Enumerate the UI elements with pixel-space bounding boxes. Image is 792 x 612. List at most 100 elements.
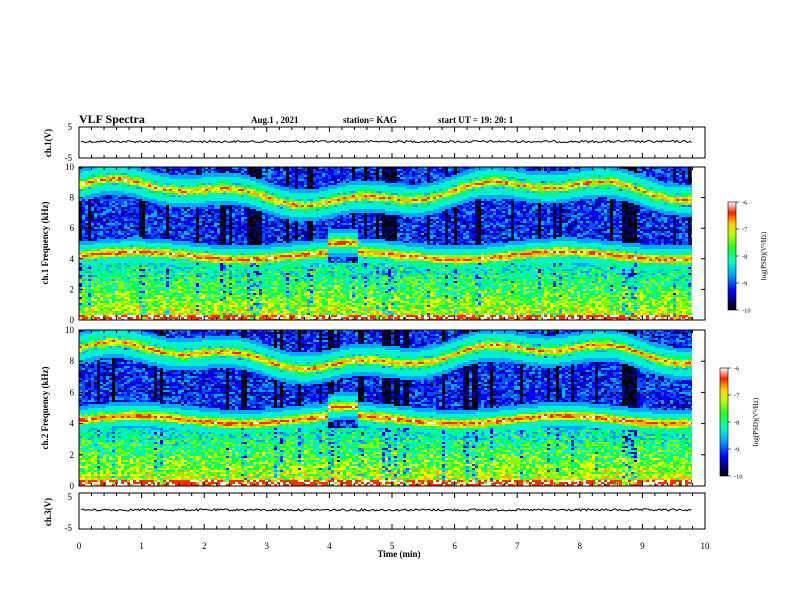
spectrogram-cell: [163, 261, 167, 264]
spectrogram-cell: [211, 309, 215, 312]
spectrogram-cell: [121, 171, 125, 174]
spectrogram-cell: [244, 277, 248, 280]
spectrogram-cell: [217, 311, 221, 314]
spectrogram-cell: [109, 187, 113, 190]
spectrogram-cell: [187, 209, 191, 212]
spectrogram-cell: [109, 173, 113, 176]
spectrogram-cell: [127, 203, 131, 206]
spectrogram-cell: [187, 179, 191, 182]
spectrogram-cell: [241, 307, 245, 310]
spectrogram-cell: [133, 191, 137, 194]
spectrogram-cell: [118, 219, 122, 222]
spectrogram-cell: [112, 215, 116, 218]
spectrogram-cell: [238, 229, 242, 232]
spectrogram-cell: [166, 309, 170, 312]
spectrogram-cell: [211, 167, 215, 170]
spectrogram-cell: [262, 273, 266, 276]
spectrogram-cell: [169, 181, 173, 184]
spectrogram-cell: [217, 285, 221, 288]
spectrogram-cell: [82, 247, 86, 250]
spectrogram-cell: [109, 311, 113, 314]
spectrogram-cell: [103, 285, 107, 288]
spectrogram-cell: [148, 281, 152, 284]
spectrogram-cell: [151, 311, 155, 314]
spectrogram-cell: [145, 261, 149, 264]
spectrogram-cell: [115, 171, 119, 174]
spectrogram-cell: [175, 283, 179, 286]
spectrogram-cell: [157, 223, 161, 226]
spectrogram-cell: [136, 265, 140, 268]
spectrogram-cell: [241, 191, 245, 194]
spectrogram-cell: [157, 249, 161, 252]
spectrogram-cell: [205, 249, 209, 252]
spectrogram-cell: [154, 229, 158, 232]
spectrogram-cell: [220, 241, 224, 244]
spectrogram-cell: [259, 311, 263, 314]
spectrogram-cell: [256, 239, 260, 242]
spectrogram-cell: [217, 229, 221, 232]
spectrogram-cell: [139, 299, 143, 302]
spectrogram-cell: [109, 301, 113, 304]
spectrogram-cell: [220, 257, 224, 260]
spectrogram-cell: [154, 257, 158, 260]
spectrogram-cell: [139, 281, 143, 284]
spectrogram-cell: [241, 261, 245, 264]
spectrogram-cell: [100, 205, 104, 208]
spectrogram-cell: [184, 181, 188, 184]
spectrogram-cell: [244, 265, 248, 268]
spectrogram-cell: [214, 221, 218, 224]
spectrogram-cell: [202, 303, 206, 306]
spectrogram-cell: [226, 287, 230, 290]
spectrogram-cell: [193, 275, 197, 278]
spectrogram-cell: [181, 261, 185, 264]
spectrogram-cell: [232, 183, 236, 186]
spectrogram-cell: [142, 291, 146, 294]
spectrogram-cell: [247, 177, 251, 180]
spectrogram-cell: [226, 209, 230, 212]
spectrogram-cell: [214, 245, 218, 248]
spectrogram-cell: [112, 227, 116, 230]
spectrogram-cell: [217, 273, 221, 276]
spectrogram-cell: [205, 227, 209, 230]
spectrogram-cell: [148, 241, 152, 244]
spectrogram-cell: [139, 219, 143, 222]
spectrogram-cell: [235, 295, 239, 298]
spectrogram-cell: [214, 209, 218, 212]
spectrogram-cell: [109, 255, 113, 258]
spectrogram-cell: [88, 197, 92, 200]
spectrogram-cell: [163, 275, 167, 278]
spectrogram-cell: [262, 307, 266, 310]
spectrogram-cell: [220, 197, 224, 200]
spectrogram-cell: [238, 255, 242, 258]
spectrogram-cell: [127, 221, 131, 224]
spectrogram-cell: [196, 177, 200, 180]
spectrogram-cell: [166, 303, 170, 306]
spectrogram-cell: [109, 309, 113, 312]
spectrogram-cell: [244, 289, 248, 292]
spectrogram-cell: [217, 241, 221, 244]
spectrogram-cell: [244, 315, 248, 318]
spectrogram-cell: [187, 305, 191, 308]
spectrogram-cell: [253, 175, 257, 178]
spectrogram-cell: [265, 217, 269, 220]
spectrogram-cell: [124, 287, 128, 290]
spectrogram-cell: [103, 261, 107, 264]
spectrogram-cell: [94, 281, 98, 284]
spectrogram-cell: [181, 187, 185, 190]
spectrogram-cell: [133, 289, 137, 292]
spectrogram-cell: [109, 203, 113, 206]
spectrogram-cell: [127, 175, 131, 178]
spectrogram-cell: [82, 271, 86, 274]
spectrogram-cell: [121, 205, 125, 208]
spectrogram-cell: [199, 167, 203, 170]
spectrogram-cell: [112, 273, 116, 276]
spectrogram-cell: [190, 237, 194, 240]
spectrogram-cell: [115, 237, 119, 240]
spectrogram-cell: [121, 185, 125, 188]
spectrogram-cell: [196, 263, 200, 266]
spectrogram-cell: [262, 175, 266, 178]
spectrogram-cell: [157, 283, 161, 286]
spectrogram-cell: [124, 259, 128, 262]
spectrogram-cell: [133, 227, 137, 230]
spectrogram-cell: [145, 247, 149, 250]
